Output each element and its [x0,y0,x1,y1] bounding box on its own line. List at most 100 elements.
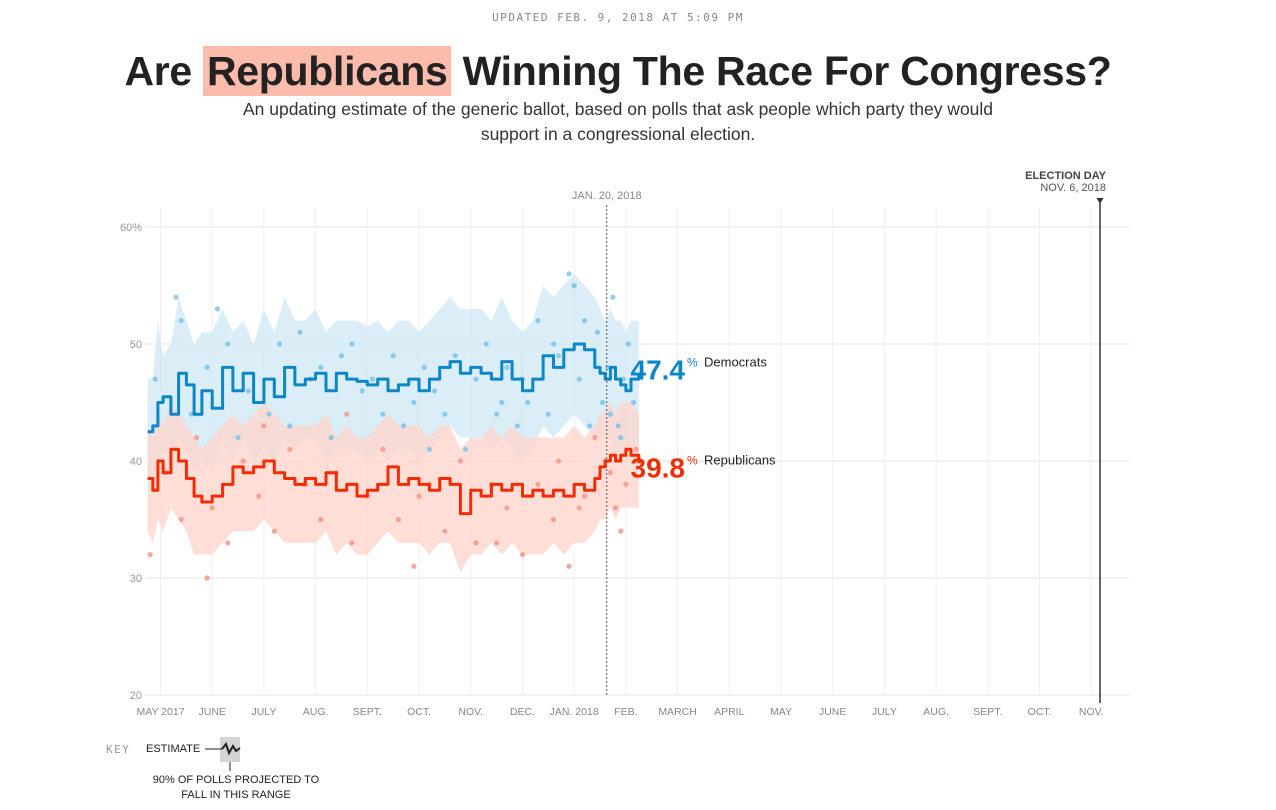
democrats-poll-dot [462,446,469,452]
democrats-poll-dot [631,399,637,406]
republicans-poll-dot [592,435,598,441]
key-estimate-label: ESTIMATE [146,743,201,755]
democrats-poll-dot [411,399,417,406]
democrats-poll-dot [625,341,632,347]
chart-labels: 47.4% Democrats 39.8% Republicans [631,354,777,483]
democrats-poll-dot [349,341,355,347]
x-tick-label: JUNE [199,706,226,718]
democrats-poll-dot [204,364,210,370]
x-tick-label: MAY 2017 [136,706,184,718]
democrats-poll-dot [421,364,427,370]
democrats-poll-dot [525,399,531,406]
republicans-estimate-line [147,447,641,516]
x-tick-label: APRIL [714,706,745,718]
republicans-poll-dot [473,540,479,546]
democrats-poll-dot [571,282,577,289]
republicans-poll-dot [442,528,448,534]
democrats-poll-dot [318,364,324,370]
election-day-label: ELECTION DAY [1025,170,1107,182]
x-tick-label: MAY [770,706,792,718]
republicans-poll-dot [147,552,153,558]
democrats-poll-dot [225,341,231,347]
republicans-poll-dot [411,563,417,569]
democrats-poll-dot [545,411,551,417]
republicans-poll-dot [618,528,624,534]
republicans-poll-dot [504,505,510,511]
key-label: KEY [106,743,131,756]
republicans-range-band [147,402,639,573]
democrats-series-label: Democrats [704,354,767,369]
republicans-poll-dot [612,505,619,511]
democrats-poll-dot [400,423,407,429]
x-tick-label: AUG. [303,706,329,718]
chart-key-graphic [205,737,241,771]
x-tick-label: DEC. [510,706,535,718]
title-party-selector[interactable]: Republicans [203,46,452,96]
democrats-poll-dot [615,423,621,429]
democrats-poll-dot [581,318,588,324]
chart-lines [147,342,641,516]
republicans-poll-dot [556,458,562,464]
election-day-date: NOV. 6, 2018 [1040,182,1106,194]
x-tick-label: NOV. [1079,706,1104,718]
democrats-poll-dot [514,423,520,429]
republicans-poll-dot [380,446,386,452]
democrats-percent-sign: % [687,355,698,369]
x-tick-label: JULY [251,706,276,718]
republicans-poll-dot [240,458,246,464]
democrats-poll-dot [235,435,241,441]
republicans-poll-dot [519,552,526,558]
democrats-poll-dot [266,411,272,417]
y-tick-label: 60% [120,222,142,234]
republicans-poll-dot [178,516,184,523]
democrats-poll-dot [452,353,458,359]
chart-polls [147,271,639,581]
republicans-poll-dot [349,540,355,546]
republicans-poll-dot [256,493,262,499]
republicans-poll-dot [633,446,639,452]
democrats-poll-dot [328,435,334,441]
x-tick-label: AUG. [923,706,949,718]
key-estimate-line-icon [221,741,241,756]
republicans-current-value: 39.8 [631,452,686,483]
democrats-current-value: 47.4 [631,354,686,385]
democrats-poll-dot [173,294,179,300]
democrats-poll-dot [178,318,184,324]
democrats-poll-dot [504,364,510,370]
democrats-poll-dot [618,435,624,441]
republicans-poll-dot [576,505,582,511]
page-subtitle: An updating estimate of the generic ball… [242,99,994,144]
republicans-poll-dot [457,458,464,464]
democrats-poll-dot [576,376,582,382]
democrats-poll-dot [587,423,593,429]
x-tick-label: FEB. [614,706,637,718]
democrats-poll-dot [535,318,541,324]
democrats-poll-dot [483,341,489,347]
democrats-poll-dot [287,423,293,429]
republicans-series-label: Republicans [704,452,776,467]
democrats-poll-dot [359,388,365,394]
democrats-poll-dot [431,388,438,394]
democrats-poll-dot [473,376,479,382]
republicans-poll-dot [287,446,293,452]
republicans-poll-dot [225,540,231,546]
republicans-poll-dot [395,516,401,523]
democrats-poll-dot [390,353,396,359]
republicans-percent-sign: % [687,453,698,467]
democrats-estimate-line [147,342,641,434]
chart-bands [147,273,639,573]
republicans-poll-dot [209,505,215,511]
democrats-poll-dot [297,329,303,335]
x-tick-label: JUNE [819,706,846,718]
democrats-poll-dot [276,341,283,347]
title-after: Winning The Race For Congress? [462,48,1112,94]
republicans-poll-dot [271,528,277,534]
updated-timestamp: UPDATED FEB. 9, 2018 AT 5:09 PM [492,11,744,24]
y-tick-label: 50 [130,339,142,351]
democrats-poll-dot [214,306,220,312]
democrats-poll-dot [494,411,500,417]
democrats-poll-dot [610,294,616,300]
democrats-poll-dot [556,353,562,359]
x-tick-label: OCT. [1028,706,1052,718]
